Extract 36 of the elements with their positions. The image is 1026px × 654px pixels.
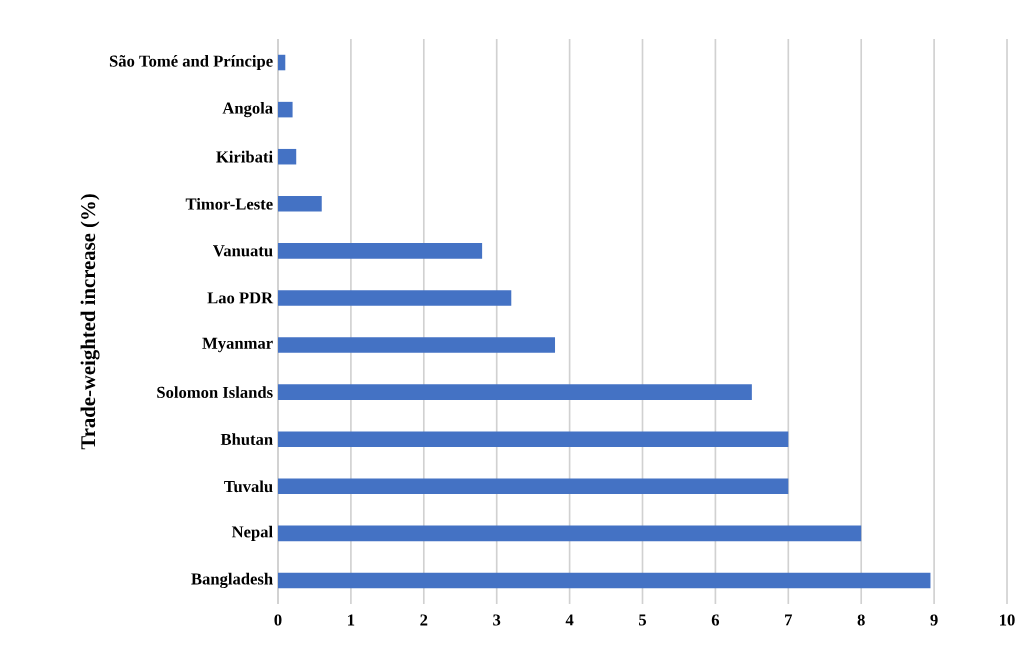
y-tick-label: Solomon Islands: [157, 386, 273, 398]
bar: [278, 196, 322, 212]
bar: [278, 290, 512, 306]
x-tick-label: 3: [493, 614, 501, 626]
bar: [278, 101, 293, 118]
y-tick-label: Lao PDR: [207, 292, 274, 304]
x-tick-label: 6: [711, 614, 720, 626]
y-tick-label: Kiribati: [216, 150, 273, 163]
y-axis-title: Trade-weighted increase (%): [80, 194, 100, 450]
y-tick-label: Bangladesh: [191, 572, 273, 589]
x-tick-label: 4: [565, 614, 574, 626]
x-tick-label: 10: [1000, 614, 1015, 626]
y-tick-label: Vanuatu: [213, 245, 273, 257]
x-tick-label: 0: [274, 614, 282, 626]
bar: [278, 431, 789, 447]
y-tick-label: Nepal: [231, 525, 273, 541]
y-tick-label: São Tomé and Príncipe: [109, 54, 273, 71]
y-tick-label: Bhutan: [220, 433, 273, 446]
x-tick-label: 5: [639, 614, 647, 626]
x-tick-label: 2: [420, 614, 428, 626]
bar: [278, 337, 556, 353]
bar: [278, 525, 862, 542]
y-tick-label: Myanmar: [202, 337, 273, 353]
x-tick-label: 8: [857, 614, 865, 626]
bar: [278, 54, 286, 71]
bar: [278, 243, 483, 259]
y-tick-label: Tuvalu: [224, 480, 273, 493]
y-tick-label: Timor-Leste: [185, 197, 273, 210]
bar: [278, 384, 752, 400]
x-tick-label: 1: [348, 614, 355, 626]
x-tick-label: 7: [785, 614, 793, 626]
bar: [278, 148, 297, 165]
x-tick-label: 9: [930, 614, 938, 626]
bar: [278, 572, 931, 589]
bar: [278, 478, 789, 495]
y-tick-label: Angola: [222, 102, 273, 118]
